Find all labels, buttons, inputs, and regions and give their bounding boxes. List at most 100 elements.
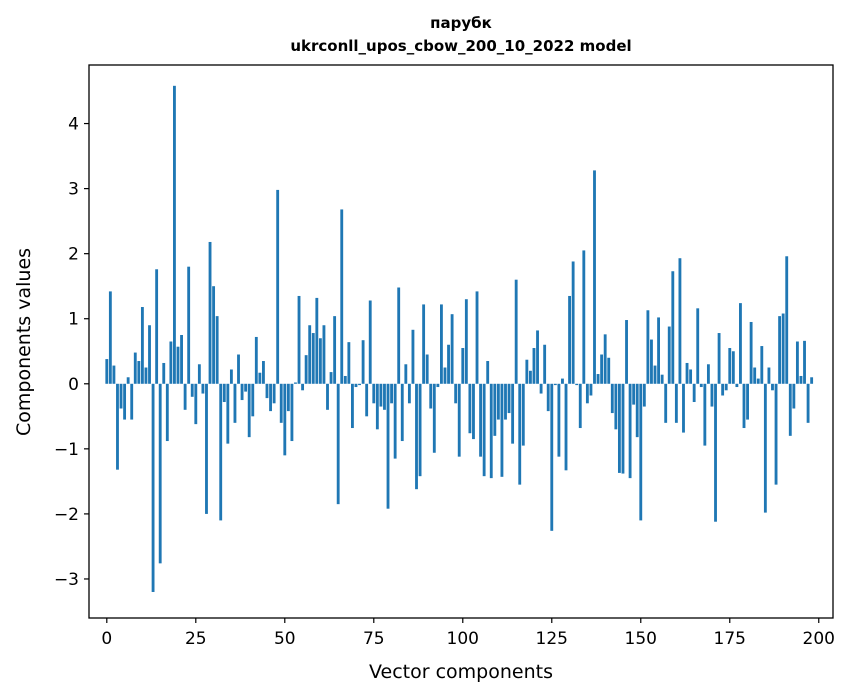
- x-tick-label: 0: [101, 629, 112, 649]
- y-tick-label: 1: [68, 310, 79, 330]
- bar-165: [692, 383, 696, 403]
- bar-40: [247, 383, 251, 438]
- bar-62: [326, 383, 329, 410]
- bar-142: [610, 383, 614, 414]
- bar-133: [578, 383, 582, 429]
- bar-116: [518, 383, 522, 485]
- bar-162: [682, 383, 685, 433]
- bar-160: [674, 383, 678, 423]
- bar-66: [340, 209, 344, 384]
- bar-64: [333, 316, 337, 384]
- bar-188: [774, 383, 778, 485]
- bar-164: [689, 369, 693, 384]
- bar-129: [564, 383, 568, 471]
- bar-156: [660, 374, 664, 384]
- bar-76: [375, 383, 379, 430]
- bar-136: [589, 383, 593, 396]
- bar-128: [561, 378, 564, 384]
- bar-180: [746, 383, 749, 420]
- bar-9: [137, 361, 141, 384]
- bar-57: [308, 325, 312, 384]
- bar-194: [795, 341, 799, 384]
- bar-113: [507, 383, 511, 414]
- bar-90: [425, 354, 429, 384]
- bar-35: [229, 369, 233, 384]
- bar-6: [126, 377, 130, 384]
- bar-48: [276, 189, 280, 384]
- bar-126: [553, 383, 557, 386]
- bar-178: [739, 303, 742, 384]
- bar-80: [390, 383, 394, 404]
- bar-99: [457, 383, 461, 457]
- bar-114: [511, 383, 515, 444]
- y-tick-label: −3: [54, 570, 79, 590]
- bar-3: [116, 383, 119, 470]
- bar-187: [771, 383, 774, 391]
- bar-44: [262, 361, 265, 384]
- bar-181: [749, 321, 753, 384]
- bar-101: [464, 299, 468, 384]
- bar-91: [429, 383, 433, 409]
- bar-10: [140, 307, 144, 384]
- bar-7: [130, 383, 134, 420]
- x-axis-ticks: 0 25 50 75 100 125 150 175 200: [101, 618, 835, 649]
- bar-153: [650, 339, 653, 384]
- bar-198: [810, 377, 814, 384]
- x-tick-label: 200: [803, 629, 835, 649]
- bar-50: [283, 383, 287, 456]
- bar-106: [482, 383, 486, 477]
- bar-155: [657, 317, 660, 384]
- chart-title: парубк: [430, 14, 492, 32]
- bar-84: [404, 364, 408, 384]
- bar-61: [322, 325, 326, 384]
- x-tick-label: 25: [185, 629, 207, 649]
- bar-12: [148, 325, 151, 384]
- x-tick-label: 100: [447, 629, 479, 649]
- bar-186: [767, 367, 771, 384]
- bar-51: [286, 383, 290, 412]
- y-axis-label: Components values: [13, 248, 35, 436]
- bar-24: [190, 383, 194, 397]
- bar-20: [176, 346, 180, 384]
- bar-103: [472, 383, 475, 440]
- bar-195: [799, 375, 803, 384]
- bar-135: [585, 383, 589, 404]
- y-axis-ticks: −3 −2 −1 0 1 2 3 4: [54, 115, 89, 590]
- bar-110: [496, 383, 500, 420]
- bar-97: [450, 314, 454, 384]
- bar-83: [400, 383, 404, 442]
- bar-72: [361, 340, 365, 384]
- bar-94: [440, 304, 443, 384]
- bar-119: [528, 370, 532, 384]
- x-tick-label: 175: [714, 629, 746, 649]
- bar-93: [436, 383, 440, 388]
- chart-subtitle: ukrconll_upos_cbow_200_10_2022 model: [290, 37, 631, 55]
- bar-70: [354, 383, 358, 388]
- bar-56: [304, 355, 308, 384]
- bar-78: [383, 383, 386, 410]
- bar-59: [315, 297, 319, 384]
- bar-172: [717, 333, 721, 384]
- bar-117: [521, 383, 525, 446]
- bars-group: [105, 85, 814, 592]
- bar-152: [646, 310, 650, 384]
- bar-102: [468, 383, 472, 434]
- bar-88: [418, 383, 422, 477]
- bar-23: [187, 266, 191, 384]
- bar-134: [582, 250, 586, 384]
- bar-45: [265, 383, 269, 399]
- bar-11: [144, 367, 148, 384]
- bar-182: [753, 367, 757, 384]
- y-tick-label: 4: [68, 115, 79, 135]
- bar-77: [379, 383, 383, 407]
- bar-183: [756, 378, 760, 384]
- bar-31: [215, 316, 219, 384]
- bar-158: [667, 326, 671, 384]
- x-tick-label: 75: [363, 629, 385, 649]
- bar-127: [557, 383, 561, 457]
- bar-8: [133, 352, 137, 384]
- bar-58: [311, 333, 315, 384]
- bar-41: [251, 383, 255, 417]
- bar-141: [607, 357, 611, 384]
